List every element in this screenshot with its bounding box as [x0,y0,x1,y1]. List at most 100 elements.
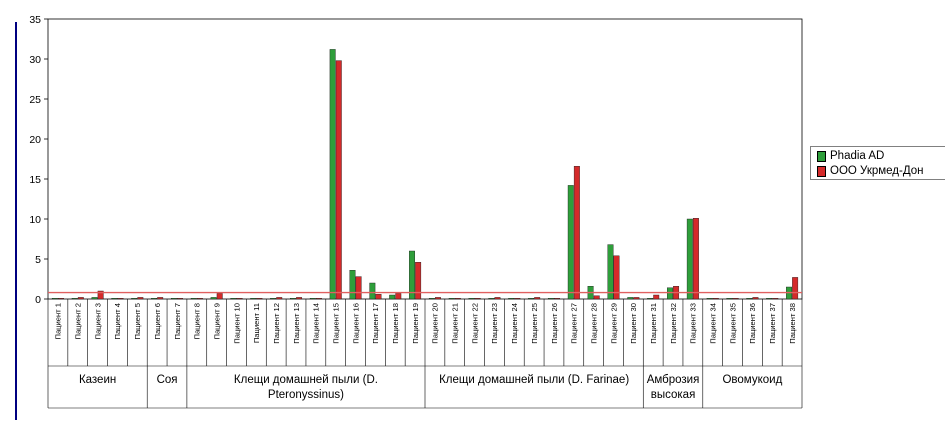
category-label: Пациент 31 [649,303,658,344]
legend-swatch-1 [817,150,826,162]
category-label: Пациент 17 [371,303,380,344]
category-label: Пациент 14 [312,303,321,344]
bar-phadia-30 [627,297,634,300]
bar-phadia-32 [667,287,673,300]
bar-ukrmed-16 [355,276,362,300]
bar-ukrmed-19 [415,262,422,300]
category-label: Пациент 29 [609,303,618,344]
bars [48,49,802,300]
bar-phadia-1 [51,298,58,300]
group-label-line: Клещи домашней пыли (D. Farinae) [439,374,629,386]
bar-phadia-5 [131,298,138,300]
plot-area [47,18,803,300]
bar-phadia-19 [409,250,415,300]
bar-ukrmed-23 [494,297,501,300]
category-label: Пациент 8 [193,303,202,340]
bar-ukrmed-14 [315,298,322,300]
bar-phadia-29 [607,244,614,300]
bar-phadia-3 [91,297,98,300]
bar-ukrmed-25 [534,297,541,300]
bar-phadia-10 [230,298,237,300]
category-label: Пациент 20 [431,303,440,344]
bar-phadia-22 [468,298,475,300]
chart-frame: 0 5 10 15 20 25 30 35 Пациент 1 Пациент 2 Пациент… [6,2,945,420]
bar-phadia-26 [547,298,554,300]
group-label-line: Клещи домашней пыли (D. [234,374,378,386]
bar-phadia-34 [706,298,713,300]
category-label: Пациент 24 [510,303,519,344]
bar-ukrmed-5 [137,297,144,300]
category-label: Пациент 16 [351,303,360,344]
bar-phadia-36 [746,298,753,300]
bar-ukrmed-31 [653,294,660,300]
category-label: Пациент 38 [788,303,797,344]
group-label-line: Соя [157,374,178,386]
category-label: Пациент 10 [232,303,241,344]
category-label: Пациент 27 [570,303,579,344]
category-label: Пациент 35 [728,303,737,344]
bar-phadia-6 [151,298,158,300]
bar-phadia-33 [686,218,693,300]
bar-phadia-12 [270,298,277,300]
legend-item-1: Phadia AD [817,149,884,163]
group-label-line: Овомукоид [722,374,782,386]
bar-ukrmed-22 [474,298,481,300]
bar-phadia-11 [250,298,257,300]
category-label: Пациент 7 [173,303,182,340]
bar-phadia-18 [389,294,396,300]
category-label: Пациент 11 [252,303,261,343]
bar-ukrmed-6 [157,297,164,300]
category-label: Пациент 25 [530,303,539,344]
x-axis: Пациент 1 Пациент 2 Пациент 3 Пациент 4 Паци… [47,299,803,409]
y-tick-label: 35 [29,14,41,26]
bar-ukrmed-13 [296,297,303,300]
bar-phadia-7 [170,298,177,300]
category-label: Пациент 28 [589,303,598,344]
bar-ukrmed-15 [335,60,342,300]
bar-ukrmed-35 [732,298,739,300]
bar-ukrmed-12 [276,297,283,300]
category-label: Пациент 13 [292,303,301,344]
category-label: Пациент 18 [391,303,400,344]
bar-ukrmed-24 [514,298,521,300]
category-label: Пациент 36 [748,303,757,344]
bar-ukrmed-7 [177,298,183,300]
bar-phadia-27 [567,185,574,300]
bar-phadia-16 [349,270,356,300]
group-label-line: высокая [651,389,696,401]
bar-ukrmed-1 [58,298,64,300]
bar-ukrmed-27 [573,165,580,300]
bar-phadia-8 [190,298,197,300]
bar-ukrmed-9 [216,293,223,300]
legend-label-2: ООО Укрмед-Дон [830,165,924,177]
category-label: Пациент 30 [629,303,638,344]
category-label: Пациент 9 [212,303,221,340]
bar-ukrmed-10 [236,298,243,300]
bar-ukrmed-4 [117,298,124,300]
group-label-line: Pteronyssinus) [268,389,344,401]
bar-ukrmed-11 [256,298,263,300]
group-label-line: Амброзия [647,374,700,386]
category-label: Пациент 12 [272,303,281,344]
bar-ukrmed-21 [454,298,461,300]
category-label: Пациент 3 [93,303,102,340]
y-tick-label: 5 [35,254,41,266]
bar-phadia-14 [309,298,316,300]
category-label: Пациент 21 [451,303,460,344]
y-tick-label: 25 [29,94,41,106]
y-tick-label: 30 [29,54,41,66]
bar-ukrmed-36 [752,297,759,300]
category-label: Пациент 33 [689,303,698,344]
y-tick-label: 0 [35,294,41,306]
category-label: Пациент 23 [490,303,499,344]
bar-ukrmed-37 [772,298,779,300]
bar-ukrmed-2 [77,297,84,300]
category-label: Пациент 34 [709,303,718,344]
bar-ukrmed-29 [613,255,620,300]
bar-phadia-9 [210,297,217,300]
bar-phadia-35 [726,298,733,300]
bar-ukrmed-34 [712,298,719,300]
category-label: Пациент 2 [74,303,83,340]
category-label: Пациент 15 [332,303,341,344]
